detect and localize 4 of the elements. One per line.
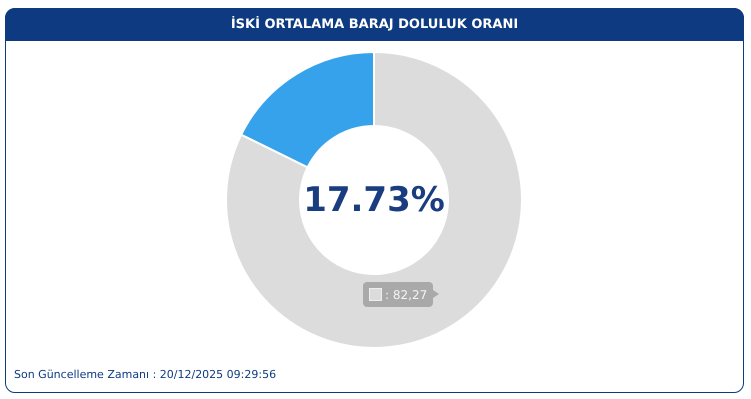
- text: Son Güncelleme Zamanı : 20/12/2025 09:29:56: [14, 368, 276, 381]
- chart-title: İSKİ ORTALAMA BARAJ DOLULUK ORANI: [5, 8, 744, 41]
- data-label: : 82,27: [385, 288, 428, 302]
- data-label: 17.73%: [303, 180, 445, 220]
